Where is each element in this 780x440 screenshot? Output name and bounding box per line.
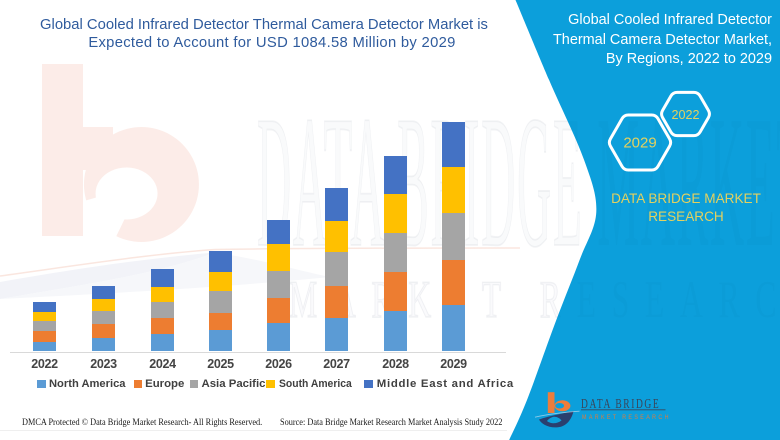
svg-text:MARKET RESEARCH: MARKET RESEARCH xyxy=(582,415,671,421)
svg-text:2022: 2022 xyxy=(671,108,699,122)
svg-text:2029: 2029 xyxy=(623,135,656,152)
svg-text:DATA BRIDGE: DATA BRIDGE xyxy=(581,397,660,411)
